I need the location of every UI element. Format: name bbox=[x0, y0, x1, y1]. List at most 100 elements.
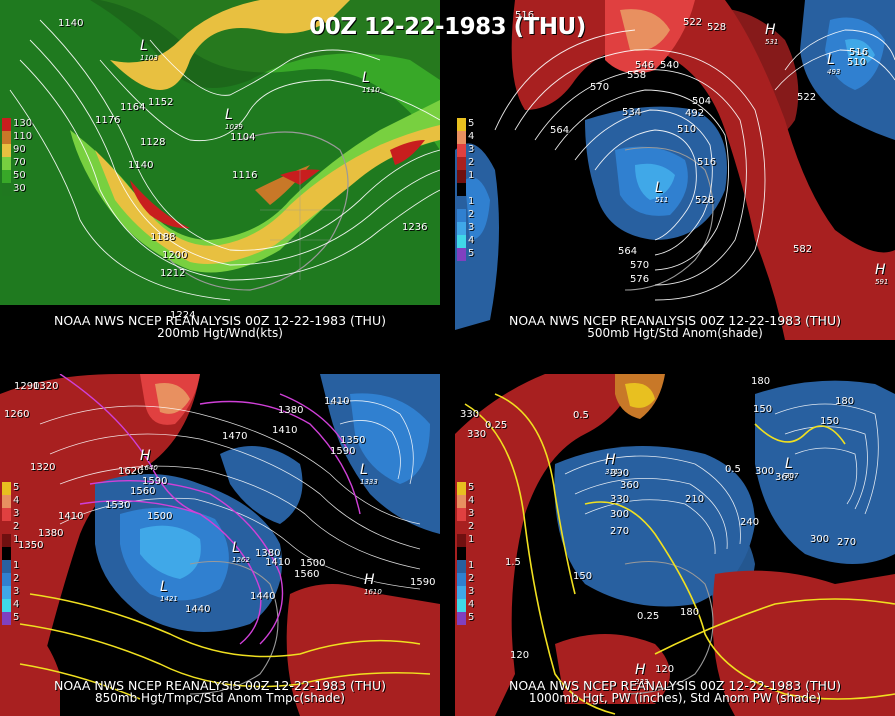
pressure-center-letter: H bbox=[765, 22, 776, 38]
contour-label: 1410 bbox=[265, 557, 291, 568]
contour-label: 546 bbox=[635, 60, 655, 71]
contour-label: 1188 bbox=[150, 232, 176, 243]
legend-swatch: 3 bbox=[457, 222, 474, 235]
legend-label: 3 bbox=[468, 222, 475, 233]
contour-label: 1176 bbox=[95, 115, 121, 126]
contour-label: 570 bbox=[590, 82, 610, 93]
pressure-center-letter: H bbox=[140, 448, 151, 464]
legend-label: 2 bbox=[468, 521, 475, 532]
contour-label: 1620 bbox=[118, 466, 144, 477]
contour-label: 1128 bbox=[140, 137, 166, 148]
contour-label: 516 bbox=[697, 157, 717, 168]
contour-label: 1500 bbox=[300, 558, 326, 569]
legend-swatch: 2 bbox=[2, 521, 19, 534]
contour-label: 1590 bbox=[330, 446, 356, 457]
anomaly-legend: 5 4 3 2 1 1 2 3 4 5 bbox=[457, 482, 474, 625]
low-pressure-marker: L 1421 bbox=[160, 579, 178, 603]
contour-label: 210 bbox=[685, 494, 705, 505]
contour-label: 516 bbox=[515, 10, 535, 21]
caption-source: NOAA NWS NCEP REANALYSIS 00Z 12-22-1983 … bbox=[508, 313, 841, 328]
legend-swatch: 5 bbox=[457, 248, 474, 261]
contour-label: 150 bbox=[573, 571, 593, 582]
legend-swatch: 1 bbox=[457, 170, 474, 183]
contour-label: 1380 bbox=[255, 548, 281, 559]
contour-label: 564 bbox=[550, 125, 570, 136]
pressure-center-letter: H bbox=[635, 662, 646, 678]
caption-source: NOAA NWS NCEP REANALYSIS 00Z 12-22-1983 … bbox=[53, 313, 386, 328]
map-panel-200mb: 130 110 90 70 50 30 NOAA NWS NCEP REANALYSIS … bbox=[0, 0, 440, 340]
contour-label: 1104 bbox=[230, 132, 256, 143]
speed-legend: 130 110 90 70 50 30 bbox=[2, 118, 32, 196]
legend-label: 90 bbox=[13, 144, 26, 155]
pressure-center-letter: L bbox=[160, 579, 168, 595]
legend-swatch: 1 bbox=[457, 534, 474, 547]
legend-label: 3 bbox=[468, 144, 475, 155]
map-panel-850mb: 5 4 3 2 1 1 2 3 4 5 NOAA NWS NCEP REANALYSIS 00Z … bbox=[0, 374, 440, 716]
legend-swatch: 4 bbox=[457, 599, 474, 612]
legend-swatch: 3 bbox=[457, 144, 474, 157]
contour-label: 1560 bbox=[294, 569, 320, 580]
legend-swatch: 4 bbox=[2, 495, 19, 508]
high-pressure-marker: H 233 bbox=[635, 662, 648, 686]
legend-label: 50 bbox=[13, 170, 26, 181]
legend-label: 2 bbox=[13, 573, 20, 584]
contour-label: 180 bbox=[835, 396, 855, 407]
contour-label: 564 bbox=[618, 246, 638, 257]
caption-field: 200mb Hgt/Wnd(kts) bbox=[157, 326, 283, 340]
pressure-center-value: 1103 bbox=[140, 54, 158, 62]
pressure-center-letter: L bbox=[362, 70, 370, 86]
pressure-center-value: 1333 bbox=[360, 478, 378, 486]
map-200mb-canvas bbox=[0, 0, 440, 340]
legend-label: 5 bbox=[468, 248, 475, 259]
caption-source: NOAA NWS NCEP REANALYSIS 00Z 12-22-1983 … bbox=[53, 678, 386, 693]
legend-label: 110 bbox=[13, 131, 33, 142]
contour-label: 1224 bbox=[170, 310, 196, 321]
contour-label: 1200 bbox=[162, 250, 188, 261]
legend-swatch: 5 bbox=[457, 482, 474, 495]
legend-swatch: 110 bbox=[2, 131, 32, 144]
legend-swatch: 5 bbox=[2, 612, 19, 625]
pressure-center-value: 1421 bbox=[160, 595, 178, 603]
contour-label: 582 bbox=[793, 244, 813, 255]
contour-label: 1152 bbox=[148, 97, 174, 108]
legend-swatch: 2 bbox=[457, 521, 474, 534]
pressure-center-letter: H bbox=[605, 452, 616, 468]
anomaly-legend: 5 4 3 2 1 1 2 3 4 5 bbox=[457, 118, 474, 261]
legend-swatch: 90 bbox=[2, 144, 26, 157]
legend-label: 4 bbox=[468, 495, 475, 506]
contour-label: 558 bbox=[627, 70, 647, 81]
legend-swatch: 1 bbox=[457, 196, 474, 209]
contour-label: 570 bbox=[630, 260, 650, 271]
contour-label: 1500 bbox=[147, 511, 173, 522]
pressure-center-value: 233 bbox=[635, 678, 649, 686]
pressure-center-letter: L bbox=[232, 540, 240, 556]
legend-label: 3 bbox=[468, 508, 475, 519]
map-panel-1000mb: 5 4 3 2 1 1 2 3 4 5 NOAA NWS NCEP REANALYSIS 00Z … bbox=[455, 374, 895, 716]
legend-label: 3 bbox=[468, 586, 475, 597]
contour-label: 1380 bbox=[38, 528, 64, 539]
legend-label: 1 bbox=[468, 196, 475, 207]
legend-swatch: 70 bbox=[2, 157, 26, 170]
contour-label: 1164 bbox=[120, 102, 146, 113]
low-pressure-marker: L 1103 bbox=[140, 38, 158, 62]
legend-swatch: 3 bbox=[2, 586, 19, 599]
legend-swatch: 4 bbox=[2, 599, 19, 612]
high-pressure-marker: H 1640 bbox=[140, 448, 158, 472]
legend-label: 1 bbox=[468, 534, 475, 545]
caption-source: NOAA NWS NCEP REANALYSIS 00Z 12-22-1983 … bbox=[508, 678, 841, 693]
map-1000mb-canvas bbox=[455, 374, 895, 716]
caption-field: 850mb Hgt/Tmpc/Std Anom Tmpc(shade) bbox=[95, 691, 345, 706]
legend-swatch: 2 bbox=[2, 573, 19, 586]
anomaly-legend: 5 4 3 2 1 1 2 3 4 5 bbox=[2, 482, 19, 625]
pressure-center-value: 1110 bbox=[362, 86, 380, 94]
contour-label: 492 bbox=[685, 108, 705, 119]
map-500mb-canvas bbox=[455, 0, 895, 340]
contour-label: 300 bbox=[810, 534, 830, 545]
contour-label: 1140 bbox=[128, 160, 154, 171]
pressure-center-value: 511 bbox=[655, 196, 669, 204]
legend-label: 2 bbox=[13, 521, 20, 532]
contour-label: 1380 bbox=[278, 405, 304, 416]
legend-swatch: 1 bbox=[457, 560, 474, 573]
contour-label: 1236 bbox=[402, 222, 428, 233]
contour-label: 120 bbox=[510, 650, 530, 661]
